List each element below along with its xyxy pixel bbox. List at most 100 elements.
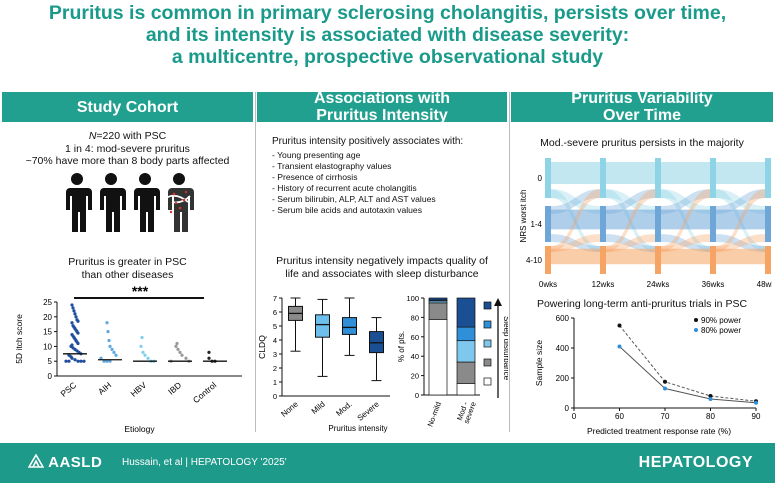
level-label: 0: [538, 174, 543, 183]
legend-swatch: [483, 377, 492, 386]
data-point: [64, 359, 68, 363]
y-tick-label: 200: [556, 374, 570, 383]
x-tick-label: 70: [661, 412, 670, 421]
sankey-node: [600, 158, 606, 198]
legend-arrow-head: [494, 298, 502, 306]
association-item: - Presence of cirrhosis: [272, 171, 358, 182]
y-tick-label: 400: [556, 344, 570, 353]
x-tick-label: 90: [752, 412, 761, 421]
legend-marker: [694, 318, 698, 322]
negative-title-2: life and associates with sleep disturban…: [285, 267, 479, 280]
y-axis-label: Sample size: [534, 340, 544, 387]
negative-title-1: Pruritus intensity negatively impacts qu…: [276, 255, 488, 267]
sankey-node: [765, 206, 771, 242]
stacked-segment: [428, 297, 448, 301]
legend-swatch: [483, 339, 492, 348]
data-point: [184, 356, 188, 360]
cohort-summary: N=220 with PSC 1 in 4: mod-severe prurit…: [2, 130, 253, 168]
legend-marker: [694, 328, 698, 332]
sankey-flow: [661, 248, 710, 265]
series-point: [708, 397, 713, 401]
category-label: HBV: [128, 380, 148, 399]
legend-swatch: [483, 301, 492, 310]
y-axis-label: CLDQ: [258, 335, 267, 359]
sankey-flow: [661, 189, 710, 214]
series-point: [754, 400, 758, 405]
data-point: [139, 344, 143, 348]
y-tick-label: 5: [273, 322, 277, 331]
y-tick-label: 1: [273, 378, 277, 387]
association-item: - Young presenting age: [272, 149, 361, 160]
sankey-flow: [606, 234, 655, 253]
sankey-flow: [661, 189, 710, 214]
sankey-node: [545, 158, 551, 198]
data-point: [70, 321, 74, 325]
power-title: Powering long-term anti-pruritus trials …: [536, 298, 748, 310]
data-point: [140, 335, 144, 340]
sankey-flow: [606, 189, 655, 214]
sankey-flow: [716, 162, 765, 184]
data-point: [102, 359, 106, 363]
data-point: [82, 359, 86, 363]
person-icon: [134, 173, 160, 232]
sankey-flow: [551, 248, 600, 265]
sankey-node: [600, 206, 606, 242]
y-tick-label: 3: [273, 350, 277, 359]
cohort-n-line: N=220 with PSC: [2, 130, 253, 143]
y-tick-label: 4: [273, 336, 277, 345]
data-point: [72, 309, 76, 313]
data-point: [76, 331, 80, 335]
sankey-flow: [606, 234, 655, 253]
sankey-node: [600, 246, 606, 274]
series-line: [619, 325, 757, 402]
data-point: [114, 353, 118, 357]
cohort-line-3: ~70% have more than 8 body parts affecte…: [25, 155, 230, 167]
sankey-flow: [661, 234, 710, 253]
positive-associations-list: - Young presenting age - Transient elasto…: [272, 150, 504, 216]
data-point: [141, 350, 145, 354]
data-point: [73, 312, 77, 316]
sankey-flow: [716, 234, 765, 253]
legend-label: 80% power: [701, 326, 741, 335]
sankey-flow: [551, 189, 600, 214]
cohort-n-text: =220 with PSC: [96, 130, 167, 142]
legend-label: Sleep disturbance: [502, 316, 508, 381]
data-point: [146, 356, 150, 360]
level-label: 1-4: [530, 220, 542, 229]
data-point: [76, 341, 80, 346]
data-point: [175, 341, 179, 346]
stacked-segment: [428, 318, 448, 396]
y-axis-label: % of pts.: [397, 331, 406, 362]
data-point: [180, 353, 184, 357]
positive-associations: Pruritus intensity positively associates…: [272, 136, 504, 216]
category-label: IBD: [166, 380, 183, 397]
legend-swatch: [483, 320, 492, 329]
person-icon: [100, 173, 126, 232]
stacked-segment: [456, 326, 476, 342]
sankey-flow: [716, 234, 765, 253]
series-point: [708, 394, 713, 398]
y-tick-label: 10: [43, 342, 52, 351]
data-point: [67, 359, 71, 363]
data-point: [79, 359, 83, 363]
y-tick-label: 0: [415, 391, 419, 400]
itching-person-icon: [165, 173, 194, 232]
data-point: [107, 338, 111, 343]
sankey-flow: [661, 189, 710, 253]
y-tick-label: 5: [48, 357, 53, 366]
column-divider-1: [255, 92, 256, 432]
nrs-sankey-chart: 0wks 12wks 24wks 36wks 48wks 0 1-4 4-10 NRS wors…: [520, 158, 772, 289]
title-line-2: and its intensity is associated with dis…: [145, 24, 630, 46]
data-point: [207, 356, 211, 360]
sankey-flow: [551, 234, 600, 253]
y-axis-label: 5D itch score: [14, 314, 24, 364]
y-tick-label: 600: [556, 314, 570, 323]
category-label: No-mild: [426, 401, 443, 428]
sankey-flow: [606, 189, 655, 253]
y-tick-label: 40: [411, 352, 419, 361]
sankey-node: [710, 206, 716, 242]
sankey-flow: [716, 189, 765, 214]
negative-associations-title: Pruritus intensity negatively impacts qu…: [257, 255, 507, 280]
association-item: - Transient elastography values: [272, 160, 392, 171]
stacked-segment: [428, 302, 448, 320]
